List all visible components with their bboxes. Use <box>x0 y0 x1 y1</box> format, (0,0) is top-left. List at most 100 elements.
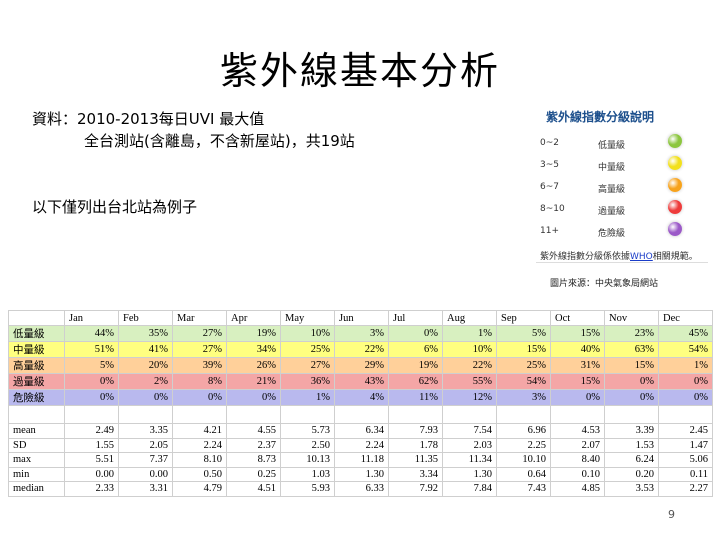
stat-cell: 5.93 <box>280 481 335 497</box>
legend-note-suffix: 相關規範。 <box>652 252 698 262</box>
stat-row: min 0.00 0.00 0.50 0.25 1.03 1.30 3.34 1.30 0.64 0… <box>8 466 713 482</box>
month-header: Nov <box>604 310 659 326</box>
level-cell: 45% <box>658 325 713 342</box>
uv-level-legend: 紫外線指數分級說明 0~2 低量級 3~5 中量級 6~7 高量級 8~10 過… <box>532 104 712 290</box>
stat-label: max <box>8 452 65 468</box>
who-link[interactable]: WHO <box>630 252 653 262</box>
uv-dot-icon <box>668 134 682 148</box>
stat-cell: 4.79 <box>172 481 227 497</box>
legend-note: 紫外線指數分級係依據WHO相關規範。 <box>540 249 698 262</box>
stat-row: SD 1.55 2.05 2.24 2.37 2.50 2.24 1.78 2.03 2.25 2.… <box>8 437 713 453</box>
stat-label: SD <box>8 437 65 453</box>
empty-cell <box>658 405 713 424</box>
stat-cell: 2.33 <box>64 481 119 497</box>
level-cell: 20% <box>118 357 173 374</box>
legend-divider <box>536 262 708 263</box>
month-header: May <box>280 310 335 326</box>
stat-cell: 10.13 <box>280 452 335 468</box>
legend-row: 6~7 高量級 <box>540 178 690 196</box>
level-cell: 27% <box>172 341 227 358</box>
legend-range: 6~7 <box>540 182 559 192</box>
level-row: 低量級 44% 35% 27% 19% 10% 3% 0% 1% 5% 15% 23% 45% <box>8 325 713 342</box>
level-cell: 0% <box>64 373 119 390</box>
level-label: 中量級 <box>8 341 65 358</box>
stat-cell: 2.05 <box>118 437 173 453</box>
level-cell: 0% <box>226 389 281 406</box>
stat-cell: 1.78 <box>388 437 443 453</box>
example-note: 以下僅列出台北站為例子 <box>32 198 198 216</box>
level-cell: 15% <box>550 373 605 390</box>
uv-dot-icon <box>668 156 682 170</box>
legend-level: 中量級 <box>598 163 626 173</box>
stat-cell: 2.45 <box>658 423 713 439</box>
level-cell: 34% <box>226 341 281 358</box>
stat-cell: 5.06 <box>658 452 713 468</box>
level-cell: 27% <box>280 357 335 374</box>
level-label: 低量級 <box>8 325 65 342</box>
level-cell: 4% <box>334 389 389 406</box>
level-cell: 36% <box>280 373 335 390</box>
level-cell: 6% <box>388 341 443 358</box>
level-cell: 25% <box>280 341 335 358</box>
month-header: Mar <box>172 310 227 326</box>
empty-cell <box>172 405 227 424</box>
level-cell: 3% <box>496 389 551 406</box>
empty-cell <box>550 405 605 424</box>
uv-statistics-table: Jan Feb Mar Apr May Jun Jul Aug Sep Oct Nov Dec 低量級 4… <box>8 310 713 520</box>
empty-cell <box>604 405 659 424</box>
level-cell: 1% <box>442 325 497 342</box>
level-cell: 62% <box>388 373 443 390</box>
stat-cell: 3.34 <box>388 466 443 482</box>
legend-row: 3~5 中量級 <box>540 156 690 174</box>
month-header: Dec <box>658 310 713 326</box>
stat-cell: 3.31 <box>118 481 173 497</box>
stat-cell: 0.25 <box>226 466 281 482</box>
stat-row: mean 2.49 3.35 4.21 4.55 5.73 6.34 7.93 7.54 6.96… <box>8 423 713 439</box>
level-cell: 12% <box>442 389 497 406</box>
level-cell: 22% <box>334 341 389 358</box>
stat-cell: 10.10 <box>496 452 551 468</box>
empty-cell <box>118 405 173 424</box>
level-cell: 0% <box>604 373 659 390</box>
level-cell: 15% <box>604 357 659 374</box>
stat-cell: 11.35 <box>388 452 443 468</box>
level-cell: 15% <box>550 325 605 342</box>
month-header: Aug <box>442 310 497 326</box>
legend-row: 8~10 過量級 <box>540 200 690 218</box>
level-cell: 26% <box>226 357 281 374</box>
level-cell: 0% <box>658 373 713 390</box>
stat-cell: 5.73 <box>280 423 335 439</box>
level-cell: 63% <box>604 341 659 358</box>
level-cell: 35% <box>118 325 173 342</box>
month-header-row: Jan Feb Mar Apr May Jun Jul Aug Sep Oct Nov Dec <box>8 310 713 326</box>
stat-cell: 4.51 <box>226 481 281 497</box>
level-row: 高量級 5% 20% 39% 26% 27% 29% 19% 22% 25% 31% 15% 1% <box>8 357 713 374</box>
stat-cell: 0.11 <box>658 466 713 482</box>
stat-cell: 8.73 <box>226 452 281 468</box>
stat-cell: 4.53 <box>550 423 605 439</box>
month-header: Apr <box>226 310 281 326</box>
level-cell: 0% <box>604 389 659 406</box>
level-cell: 15% <box>496 341 551 358</box>
level-cell: 0% <box>172 389 227 406</box>
image-credit: 圖片來源：中央氣象局網站 <box>550 279 659 289</box>
level-cell: 41% <box>118 341 173 358</box>
level-cell: 43% <box>334 373 389 390</box>
legend-range: 8~10 <box>540 204 565 214</box>
month-header: Oct <box>550 310 605 326</box>
stat-row: median 2.33 3.31 4.79 4.51 5.93 6.33 7.92 7.84 7.… <box>8 481 713 497</box>
level-row: 中量級 51% 41% 27% 34% 25% 22% 6% 10% 15% 40% 63% 54% <box>8 341 713 358</box>
data-source-line2: 全台測站(含離島，不含新屋站)，共19站 <box>84 132 355 150</box>
legend-level: 高量級 <box>598 185 626 195</box>
stat-cell: 3.39 <box>604 423 659 439</box>
stat-cell: 0.00 <box>118 466 173 482</box>
level-cell: 5% <box>496 325 551 342</box>
level-cell: 0% <box>388 325 443 342</box>
legend-row: 0~2 低量級 <box>540 134 690 152</box>
uv-dot-icon <box>668 178 682 192</box>
empty-cell <box>64 405 119 424</box>
stat-cell: 1.03 <box>280 466 335 482</box>
stat-cell: 5.51 <box>64 452 119 468</box>
stat-cell: 2.07 <box>550 437 605 453</box>
legend-note-prefix: 紫外線指數分級係依據 <box>540 252 631 262</box>
